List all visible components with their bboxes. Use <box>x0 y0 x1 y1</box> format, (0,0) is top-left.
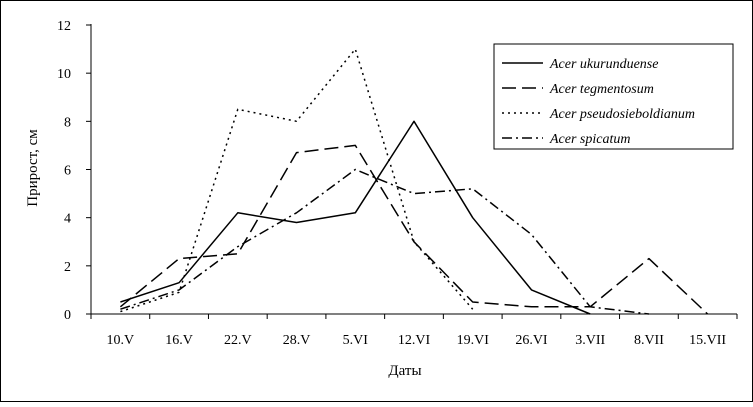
legend-box <box>493 43 734 150</box>
axes <box>86 24 738 319</box>
y-tick-label: 6 <box>64 164 71 179</box>
x-tick-label: 8.VII <box>634 333 664 348</box>
y-tick-label: 2 <box>64 260 71 275</box>
x-tick-label: 22.V <box>224 333 252 348</box>
x-tick-label: 16.V <box>165 333 193 348</box>
legend-label: Acer ukurunduense <box>549 57 658 72</box>
y-tick-label: 0 <box>64 308 71 323</box>
legend-label: Acer pseudosieboldianum <box>549 107 695 122</box>
series-line <box>120 168 649 315</box>
x-tick-label: 3.VII <box>575 333 605 348</box>
series-lines <box>119 48 709 315</box>
series-line <box>120 120 591 315</box>
legend-label: Acer tegmentosum <box>549 82 654 97</box>
x-tick-label: 15.VII <box>689 333 726 348</box>
x-axis-title: Даты <box>388 363 421 379</box>
legend-label: Acer spicatum <box>549 132 630 147</box>
x-tick-label: 19.VI <box>457 333 490 348</box>
y-axis-title: Прирост, см <box>25 129 41 207</box>
x-tick-label: 10.V <box>107 333 135 348</box>
x-tick-label: 28.V <box>283 333 311 348</box>
x-tick-label: 12.VI <box>398 333 431 348</box>
x-tick-label: 26.VI <box>515 333 548 348</box>
x-tick-label: 5.VI <box>343 333 369 348</box>
y-tick-label: 12 <box>57 19 71 34</box>
legend: Acer ukurunduense Acer tegmentosum Acer ps… <box>493 43 734 150</box>
series-line <box>120 48 474 313</box>
series-line <box>119 144 709 315</box>
y-tick-label: 8 <box>64 115 71 130</box>
y-tick-label: 10 <box>57 67 71 82</box>
y-tick-label: 4 <box>64 212 71 227</box>
tick-labels: 0 2 4 6 8 10 12 10.V 16.V 22.V 28.V 5.VI 12.VI 19.VI 2… <box>57 19 726 348</box>
